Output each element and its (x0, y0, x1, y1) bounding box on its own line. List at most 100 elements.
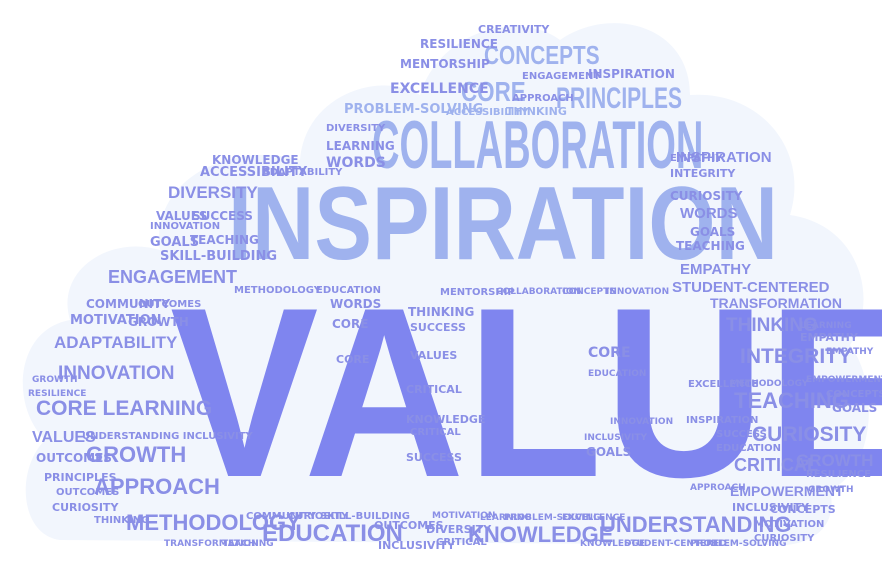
word-goals-right: GOALS (586, 445, 632, 459)
word-curiosity-bottom: CURIOSITY (288, 511, 349, 522)
word-collaboration: COLLABORATION (372, 107, 704, 183)
word-core-mid-2: CORE (336, 353, 370, 366)
word-innovation-main: INNOVATION (58, 363, 175, 384)
word-learning-top: LEARNING (326, 139, 395, 153)
word-education-right-2: EDUCATION (716, 443, 781, 454)
word-words-top: WORDS (326, 155, 386, 171)
word-teaching-left: TEACHING (190, 233, 259, 247)
word-empathy-right-2: EMPATHY (680, 261, 752, 278)
word-excellence-bottom: EXCELLENCE (562, 513, 626, 523)
word-principles: PRINCIPLES (556, 82, 683, 115)
word-words-mid: WORDS (330, 297, 382, 311)
word-core-mid: CORE (332, 317, 369, 331)
word-knowledge-mid: KNOWLEDGE (406, 413, 486, 426)
word-understanding-bottom: UNDERSTANDING (600, 512, 792, 537)
word-thinking-top: THINKING (506, 105, 567, 118)
word-values-main: VALUES (170, 258, 882, 528)
word-skill-building-bottom: SKILL-BUILDING (320, 511, 410, 522)
word-goals-right-2: GOALS (690, 225, 736, 239)
word-innovation-right: INNOVATION (610, 417, 674, 427)
word-concepts-right-2: CONCEPTS (770, 503, 836, 516)
word-mentorship: MENTORSHIP (400, 57, 490, 71)
word-learning-right: LEARNING (800, 321, 852, 331)
word-thinking-mid: THINKING (408, 305, 475, 319)
word-empathy-right: EMPATHY (670, 153, 723, 164)
word-community-left: COMMUNITY (86, 297, 171, 311)
word-core-learning: CORE LEARNING (36, 397, 213, 420)
word-approach-right: APPROACH (690, 483, 746, 493)
word-methodology-mid: METHODOLOGY (234, 285, 322, 296)
word-motivation-left: MOTIVATION (70, 313, 162, 328)
word-growth-right: GROWTH (796, 451, 874, 470)
word-problem-solving-bottom: PROBLEM-SOLVING (504, 513, 601, 523)
word-knowledge-bottom-2: KNOWLEDGE (580, 539, 645, 549)
word-critical-right: CRITICAL (734, 455, 818, 475)
word-concepts: CONCEPTS (484, 40, 600, 70)
word-values-mid: VALUES (410, 349, 458, 362)
word-adaptability-main: ADAPTABILITY (54, 333, 178, 352)
word-integrity-right: INTEGRITY (670, 167, 736, 180)
word-critical-mid: CRITICAL (406, 383, 462, 396)
word-collaboration-mid: COLLABORATION (496, 287, 582, 297)
word-goals-right-3: GOALS (832, 401, 878, 415)
word-thinking-left: THINKING (94, 515, 150, 526)
word-inspiration-right: INSPIRATION (676, 149, 772, 166)
word-curiosity-main: CURIOSITY (752, 423, 867, 446)
word-innovation-left: INNOVATION (150, 221, 221, 232)
word-outcomes-left-3: OUTCOMES (56, 487, 120, 498)
word-teaching-bottom-left: TEACHING (222, 539, 274, 549)
word-engagement-left: ENGAGEMENT (108, 267, 238, 287)
word-engagement-top: ENGAGEMENT (522, 71, 601, 82)
word-skill-building-left: SKILL-BUILDING (160, 249, 277, 264)
word-problem-solving-top: PROBLEM-SOLVING (344, 102, 484, 117)
word-curiosity-right: CURIOSITY (670, 189, 743, 203)
word-integrity-main: INTEGRITY (740, 345, 853, 368)
word-education-right: EDUCATION (588, 369, 647, 379)
word-outcomes-left: OUTCOMES (138, 299, 202, 310)
word-resilience-left: RESILIENCE (28, 389, 87, 399)
word-student-centered-right: STUDENT-CENTERED (672, 279, 830, 296)
word-resilience-right: RESILIENCE (806, 469, 871, 480)
word-approach: APPROACH (512, 93, 574, 104)
word-success-left: SUCCESS (192, 209, 253, 223)
word-values-left-mid: VALUES (32, 429, 96, 446)
word-creativity: CREATIVITY (478, 23, 550, 36)
word-words-right: WORDS (680, 205, 738, 222)
word-curiosity-left: CURIOSITY (52, 501, 119, 514)
word-transformation-right: TRANSFORMATION (710, 295, 842, 311)
word-excellence-right: EXCELLENCE (688, 379, 759, 390)
word-community-bottom: COMMUNITY (246, 511, 317, 522)
word-core-right: CORE (588, 345, 631, 361)
word-methodology-right: METHODOLOGY (730, 379, 809, 389)
word-accessibility-top: ACCESSIBILITY (446, 107, 529, 118)
word-growth-main: GROWTH (86, 442, 187, 467)
word-inspiration-small: INSPIRATION (588, 67, 675, 81)
word-motivation-right: MOTIVATION (754, 519, 825, 530)
word-problem-solving-right: PROBLEM-SOLVING (690, 539, 787, 549)
word-innovation-mid: INNOVATION (606, 287, 670, 297)
word-empowerment-right: EMPOWERMENT (806, 375, 882, 385)
word-resilience: RESILIENCE (420, 37, 498, 51)
word-excellence: EXCELLENCE (390, 81, 489, 97)
word-outcomes-bottom: OUTCOMES (374, 519, 444, 532)
word-inspiration: INSPIRATION (228, 166, 778, 282)
word-goals-left: GOALS (150, 235, 200, 250)
word-empowerment-main: EMPOWERMENT (730, 483, 844, 499)
word-education-bottom: EDUCATION (262, 520, 403, 547)
word-education-mid: EDUCATION (316, 285, 381, 296)
word-approach-left: APPROACH (94, 474, 220, 499)
word-motivation-bottom: MOTIVATION (432, 511, 496, 521)
word-methodology-left: METHODOLOGY (126, 510, 301, 535)
word-knowledge-bottom: KNOWLEDGE (468, 522, 614, 547)
word-core: CORE (461, 76, 526, 107)
word-accessibility-left: ACCESSIBILITY (200, 165, 308, 180)
word-diversity-left: DIVERSITY (168, 183, 258, 202)
word-knowledge-left: KNOWLEDGE (212, 153, 299, 167)
word-critical-mid-2: CRITICAL (410, 427, 461, 438)
word-outcomes-left-2: OUTCOMES (36, 451, 112, 465)
word-inspiration-right-2: INSPIRATION (686, 415, 759, 426)
word-concepts-mid: CONCEPTS (562, 287, 616, 297)
word-teaching-main: TEACHING (734, 388, 849, 413)
